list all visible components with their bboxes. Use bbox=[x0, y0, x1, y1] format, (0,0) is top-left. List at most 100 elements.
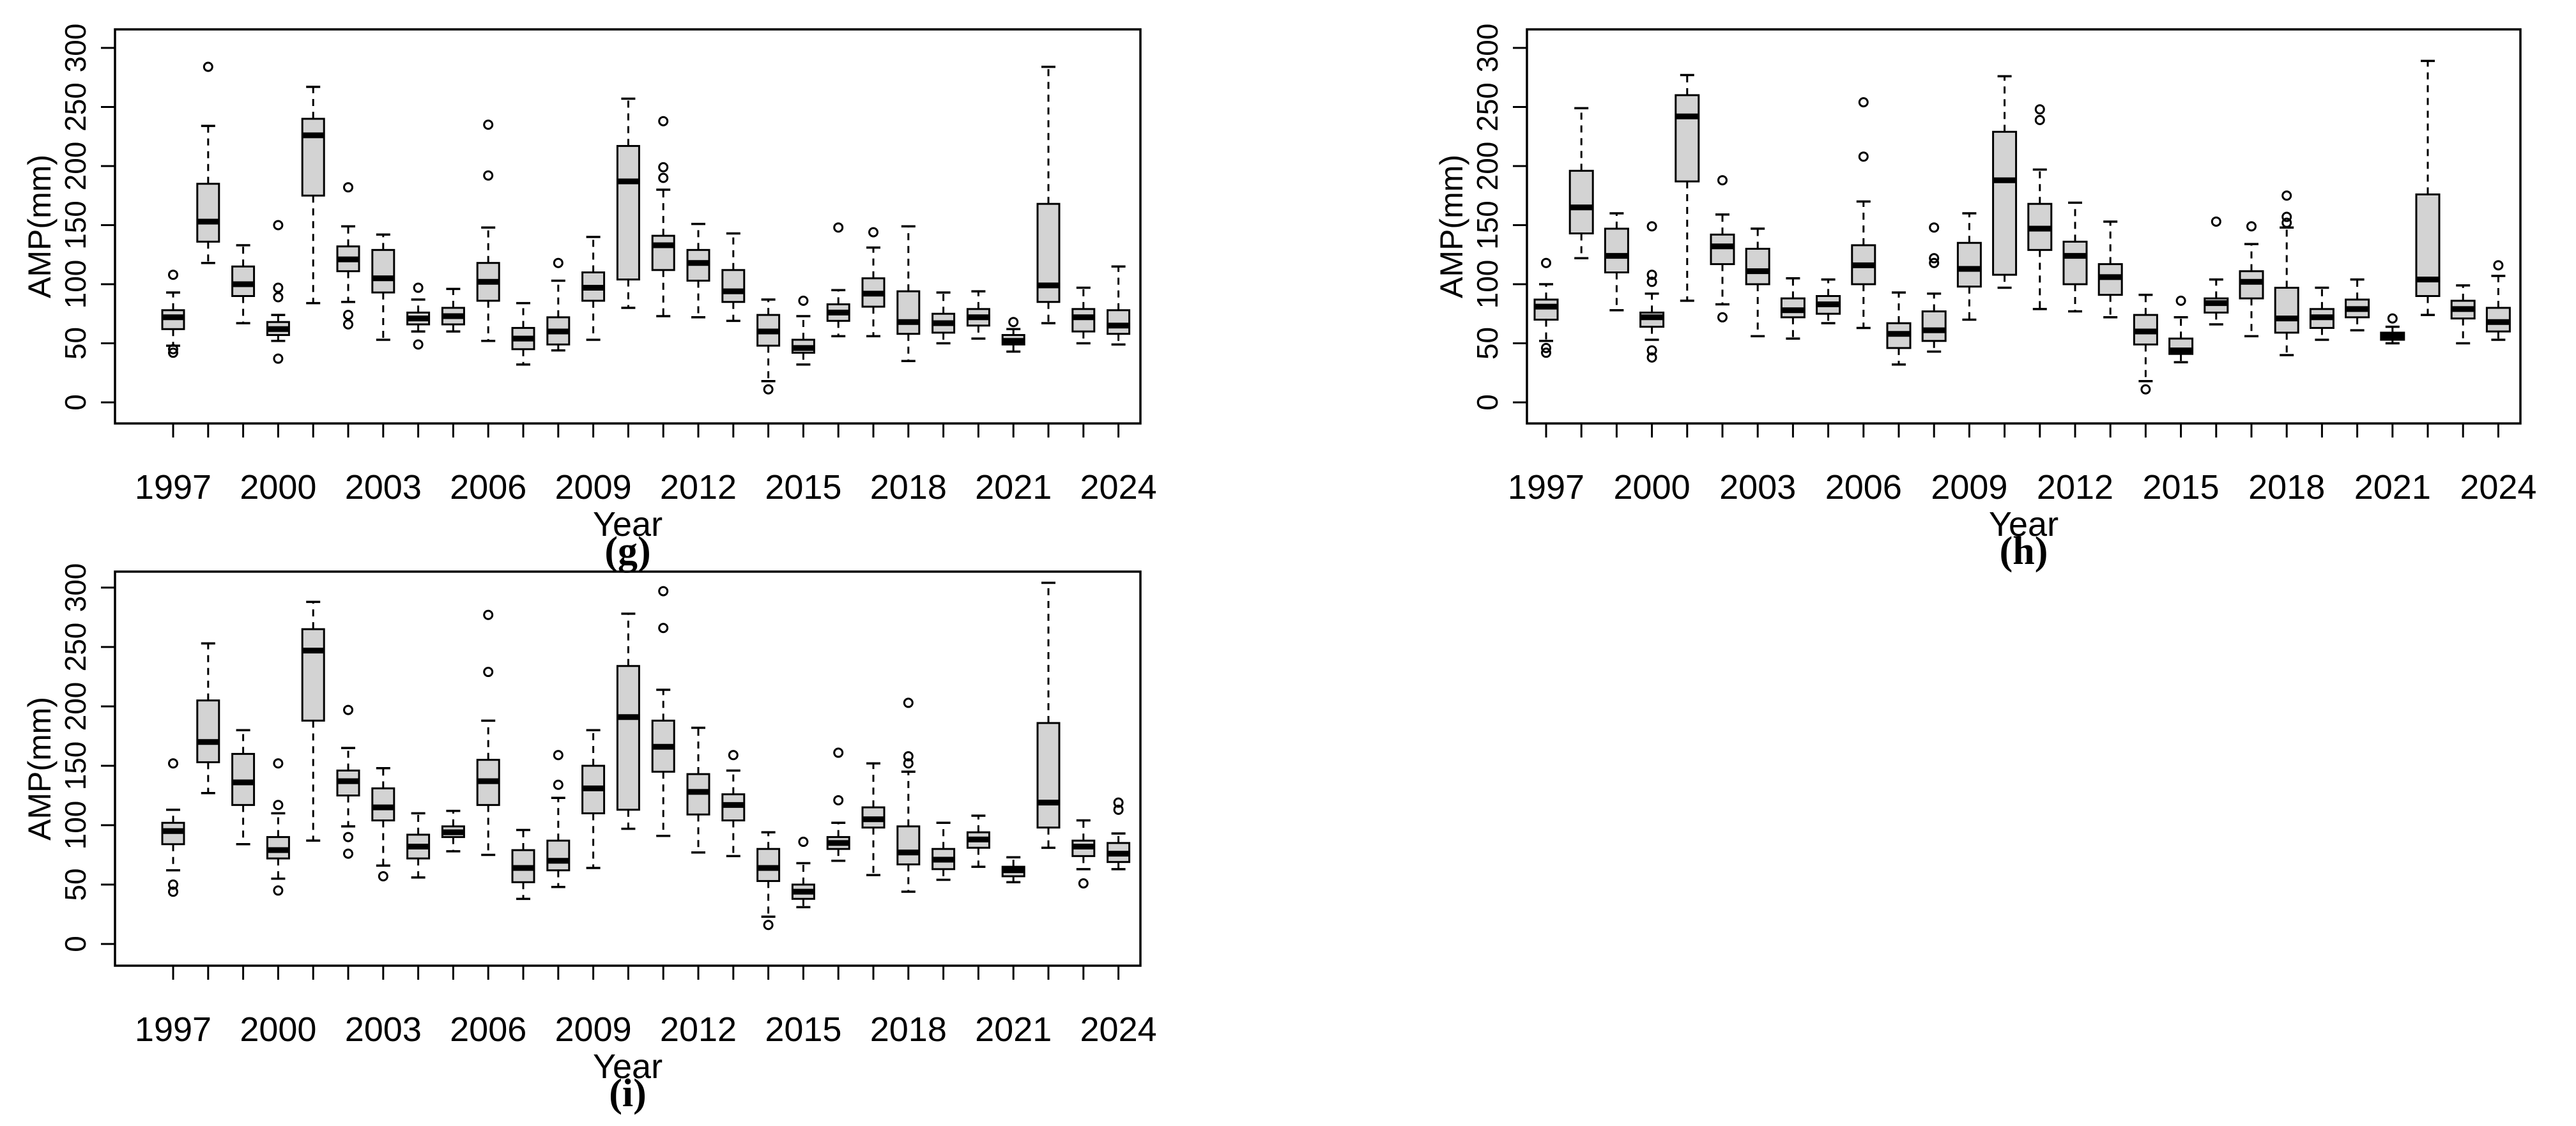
iqr-box bbox=[896, 290, 921, 335]
box-group-2003 bbox=[1745, 227, 1770, 338]
box-group-2017 bbox=[861, 227, 885, 338]
outlier-point bbox=[483, 170, 494, 181]
outlier-point bbox=[728, 750, 739, 761]
outlier-point bbox=[868, 227, 878, 238]
outlier-point bbox=[483, 609, 494, 620]
outlier-point bbox=[658, 623, 669, 634]
box-group-1998 bbox=[196, 642, 220, 795]
x-tick-label: 2024 bbox=[2460, 468, 2536, 506]
outlier-point bbox=[1541, 257, 1551, 268]
x-tick-label: 2018 bbox=[870, 1010, 947, 1049]
box-group-2004 bbox=[406, 282, 431, 350]
plot-border bbox=[1526, 28, 2522, 425]
box-group-2023 bbox=[2450, 284, 2476, 345]
outlier-point bbox=[2034, 114, 2045, 125]
outlier-point bbox=[483, 667, 494, 678]
outlier-point bbox=[413, 282, 424, 293]
box-group-2002 bbox=[1710, 175, 1735, 323]
box-group-2013 bbox=[721, 232, 746, 323]
y-tick-label: 0 bbox=[59, 394, 92, 411]
outlier-point bbox=[1078, 878, 1089, 889]
iqr-box bbox=[231, 265, 256, 297]
y-axis-label: AMP(mm) bbox=[22, 155, 57, 298]
outlier-point bbox=[203, 61, 213, 72]
x-tick-label: 2021 bbox=[975, 468, 1052, 506]
outlier-point bbox=[833, 222, 844, 233]
y-tick-label: 300 bbox=[59, 24, 92, 73]
box-group-2006 bbox=[1851, 97, 1876, 330]
box-group-1997 bbox=[161, 758, 185, 897]
outlier-point bbox=[658, 586, 669, 597]
outlier-point bbox=[343, 310, 353, 321]
outlier-point bbox=[763, 920, 774, 931]
outlier-point bbox=[553, 779, 564, 790]
outlier-point bbox=[1646, 352, 1657, 363]
iqr-box bbox=[1604, 227, 1629, 273]
outlier-point bbox=[378, 871, 388, 881]
box-group-2003 bbox=[371, 233, 395, 341]
box-group-2001 bbox=[1675, 73, 1700, 302]
x-tick-label: 2024 bbox=[1080, 468, 1157, 506]
outlier-point bbox=[1929, 257, 1940, 268]
box-group-2008 bbox=[546, 257, 571, 352]
x-tick-label: 1997 bbox=[135, 468, 211, 506]
box-group-2015 bbox=[2168, 295, 2194, 363]
y-tick-label: 200 bbox=[59, 142, 92, 191]
box-group-2024 bbox=[1107, 797, 1131, 871]
x-axis-label: Year bbox=[593, 1047, 663, 1086]
outlier-point bbox=[168, 879, 178, 890]
iqr-box bbox=[2062, 240, 2088, 285]
x-tick-label: 2000 bbox=[240, 468, 316, 506]
outlier-point bbox=[2034, 104, 2045, 115]
outlier-point bbox=[273, 353, 284, 364]
outlier-point bbox=[833, 747, 844, 758]
box-group-2010 bbox=[616, 612, 640, 830]
box-group-2004 bbox=[406, 812, 431, 879]
box-group-2011 bbox=[651, 586, 675, 837]
box-group-2018 bbox=[896, 697, 921, 893]
box-group-1997 bbox=[161, 270, 185, 358]
y-tick-label: 150 bbox=[59, 201, 92, 250]
outlier-point bbox=[798, 837, 809, 848]
outlier-point bbox=[2175, 295, 2186, 306]
y-axis-label: AMP(mm) bbox=[1434, 155, 1469, 298]
outlier-point bbox=[168, 347, 178, 358]
boxplot-panel-i: 0 50 100 150 200 250 300 1997 2000 2003 2006 2009 20… bbox=[22, 563, 1157, 1115]
x-axis-label: Year bbox=[1989, 505, 2058, 544]
y-tick-label: 250 bbox=[59, 623, 92, 672]
x-tick-label: 2003 bbox=[345, 468, 422, 506]
outlier-point bbox=[658, 172, 669, 183]
iqr-box bbox=[231, 752, 256, 806]
box-group-1999 bbox=[1604, 212, 1629, 312]
y-tick-label: 100 bbox=[59, 801, 92, 850]
box-group-2014 bbox=[756, 298, 781, 395]
outlier-point bbox=[2140, 384, 2151, 395]
box-group-2010 bbox=[616, 97, 640, 309]
y-tick-label: 100 bbox=[59, 260, 92, 309]
box-group-2020 bbox=[966, 814, 990, 868]
x-tick-label: 2021 bbox=[975, 1010, 1052, 1049]
iqr-box bbox=[2239, 270, 2264, 300]
box-group-2022 bbox=[1036, 65, 1061, 324]
iqr-box bbox=[721, 269, 746, 303]
box-group-2017 bbox=[2239, 221, 2264, 338]
box-group-2007 bbox=[1886, 291, 1912, 366]
y-tick-label: 50 bbox=[59, 327, 92, 360]
box-group-2010 bbox=[1992, 75, 2018, 289]
iqr-box bbox=[301, 118, 325, 197]
box-group-2023 bbox=[1071, 819, 1096, 889]
iqr-box bbox=[371, 787, 395, 822]
outlier-point bbox=[1646, 345, 1657, 356]
outlier-point bbox=[2281, 190, 2292, 201]
outlier-point bbox=[1008, 317, 1019, 328]
iqr-box bbox=[1921, 310, 1947, 342]
y-tick-label: 150 bbox=[59, 742, 92, 791]
box-group-2015 bbox=[791, 837, 815, 909]
box-group-2002 bbox=[336, 704, 360, 859]
x-tick-label: 2018 bbox=[2248, 468, 2325, 506]
y-tick-label: 250 bbox=[1471, 82, 1504, 132]
box-group-2014 bbox=[2133, 293, 2158, 395]
outlier-point bbox=[1858, 97, 1869, 108]
